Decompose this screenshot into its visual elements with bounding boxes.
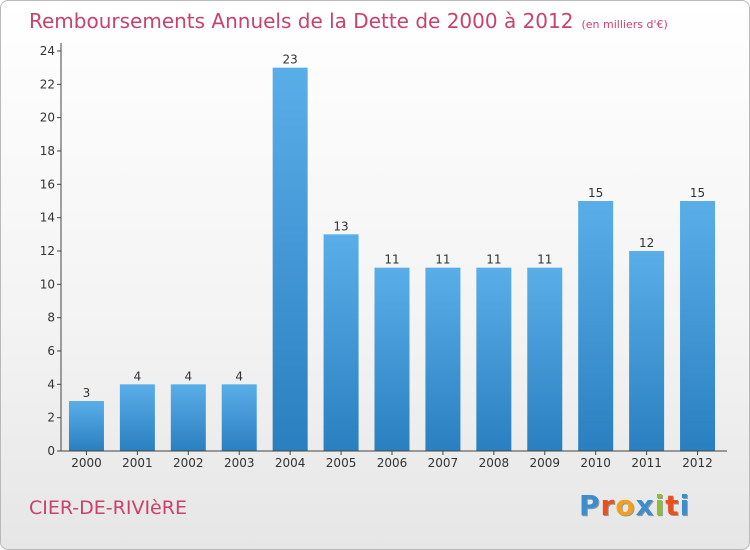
- chart-unit-note: (en milliers d'€): [581, 18, 668, 31]
- logo-letter: r: [600, 489, 616, 522]
- proxiti-logo: Proxiti: [579, 489, 690, 522]
- logo-letter: i: [679, 489, 691, 522]
- bars-group: 3 4 4 4 23 13 11 11 11 11 15 12 15: [68, 53, 716, 452]
- x-tick-label-2010: 2010: [580, 456, 611, 470]
- y-tick-label-12: 12: [40, 244, 55, 258]
- x-tick-label-2008: 2008: [479, 456, 510, 470]
- x-tick-label-2009: 2009: [529, 456, 560, 470]
- bar-2006: [374, 267, 410, 451]
- x-tick-label-2003: 2003: [224, 456, 255, 470]
- bar-2009: [527, 267, 563, 451]
- y-tick-label-18: 18: [40, 144, 55, 158]
- logo-letter: P: [579, 489, 601, 522]
- y-tick-label-6: 6: [47, 344, 55, 358]
- logo-letter: i: [654, 489, 666, 522]
- bar-2000: [68, 401, 104, 451]
- data-label-2008: 11: [486, 253, 501, 267]
- bar-2002: [170, 384, 206, 451]
- data-label-2004: 23: [283, 53, 298, 67]
- bar-2001: [119, 384, 155, 451]
- y-tick-label-16: 16: [40, 177, 55, 191]
- chart-title: Remboursements Annuels de la Dette de 20…: [29, 9, 668, 33]
- commune-name: CIER-DE-RIVIèRE: [29, 497, 187, 519]
- y-tick-label-24: 24: [40, 44, 55, 58]
- y-tick-label-2: 2: [47, 411, 55, 425]
- x-tick-label-2007: 2007: [428, 456, 459, 470]
- data-label-2001: 4: [134, 369, 142, 383]
- data-label-2002: 4: [184, 369, 192, 383]
- data-label-2003: 4: [235, 369, 243, 383]
- data-label-2005: 13: [333, 219, 348, 233]
- y-tick-label-20: 20: [40, 111, 55, 125]
- data-label-2010: 15: [588, 186, 603, 200]
- logo-letter: o: [615, 489, 636, 522]
- bar-2010: [578, 201, 614, 451]
- data-label-2011: 12: [639, 236, 654, 250]
- bar-2007: [425, 267, 461, 451]
- y-tick-label-4: 4: [47, 377, 55, 391]
- data-label-2006: 11: [384, 253, 399, 267]
- x-tick-label-2001: 2001: [122, 456, 153, 470]
- bar-2008: [476, 267, 512, 451]
- bar-2012: [680, 201, 716, 451]
- axes-group: 2000 2001 2002 2003 2004 2005 2006 2007 2008 2009…: [40, 43, 727, 470]
- y-tick-label-14: 14: [40, 211, 55, 225]
- data-label-2012: 15: [690, 186, 705, 200]
- y-tick-label-8: 8: [47, 311, 55, 325]
- x-tick-label-2004: 2004: [275, 456, 306, 470]
- x-tick-label-2012: 2012: [682, 456, 713, 470]
- logo-letter: t: [665, 489, 680, 522]
- bar-2005: [323, 234, 359, 451]
- x-tick-label-2011: 2011: [631, 456, 662, 470]
- data-label-2007: 11: [435, 253, 450, 267]
- y-tick-label-0: 0: [47, 444, 55, 458]
- y-tick-label-22: 22: [40, 77, 55, 91]
- x-tick-label-2005: 2005: [326, 456, 357, 470]
- y-tick-label-10: 10: [40, 277, 55, 291]
- bar-2003: [221, 384, 257, 451]
- data-label-2000: 3: [83, 386, 91, 400]
- x-tick-label-2002: 2002: [173, 456, 204, 470]
- bar-2004: [272, 67, 308, 452]
- logo-letter: x: [635, 489, 655, 522]
- x-tick-label-2000: 2000: [71, 456, 102, 470]
- bar-2011: [629, 251, 665, 451]
- data-label-2009: 11: [537, 253, 552, 267]
- chart-title-text: Remboursements Annuels de la Dette de 20…: [29, 9, 574, 33]
- x-tick-label-2006: 2006: [377, 456, 408, 470]
